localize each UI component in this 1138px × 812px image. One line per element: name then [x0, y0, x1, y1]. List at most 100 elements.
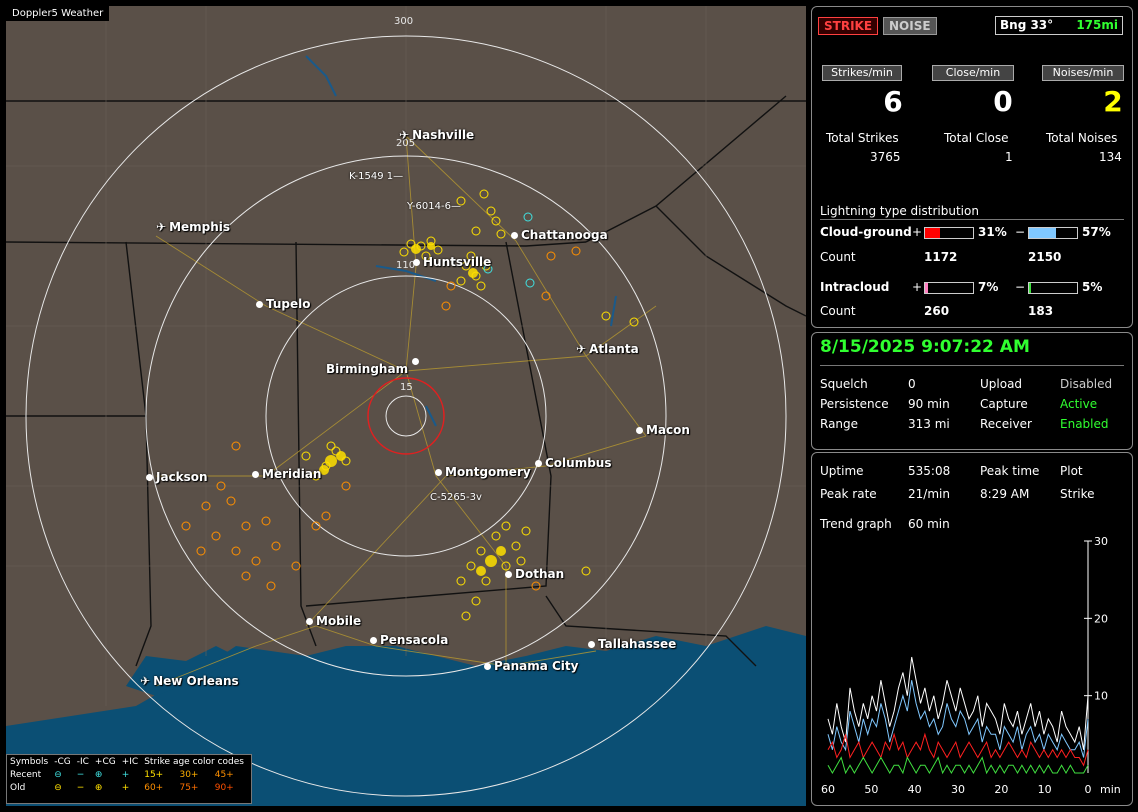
legend-header: +CG [94, 756, 116, 767]
bearing-readout: Bng 33° 175mi [995, 16, 1123, 35]
distance-value: 175mi [1076, 18, 1118, 32]
city-birmingham: Birmingham [326, 358, 422, 376]
city-macon: Macon [636, 423, 690, 437]
x-axis-label: min [1100, 783, 1121, 796]
storm-label: K-1549 1— [349, 171, 404, 182]
persistence-label: Persistence [820, 397, 889, 411]
x-tick-label: 20 [994, 783, 1008, 796]
ic-negative-bar [1028, 282, 1078, 294]
bar-fill [925, 283, 929, 293]
cg-count-label: Count [820, 250, 856, 264]
total-noises-label: Total Noises [1046, 131, 1118, 145]
upload-label: Upload [980, 377, 1023, 391]
minus-sign: − [1015, 280, 1026, 294]
city-tupelo: Tupelo [256, 297, 311, 311]
receiver-value: Enabled [1060, 417, 1109, 431]
x-tick-label: 60 [821, 783, 835, 796]
minus-sign: − [1015, 225, 1026, 239]
ic-negative-count: 183 [1028, 304, 1054, 318]
total-strikes-label: Total Strikes [826, 131, 899, 145]
city-jackson: Jackson [146, 470, 208, 484]
symbol-legend: Symbols -CG -IC +CG +IC Strike age color… [6, 754, 252, 804]
trend-series-line [827, 656, 1089, 750]
squelch-value: 0 [908, 377, 916, 391]
city-atlanta: ✈ Atlanta [576, 342, 639, 356]
legend-old-label: Old [10, 782, 26, 793]
close-rate: 0 [993, 85, 1013, 118]
ic-positive-bar [924, 282, 974, 294]
plot-label: Plot [1060, 464, 1083, 478]
total-close-label: Total Close [944, 131, 1009, 145]
divider [820, 219, 1124, 220]
trend-series-line [827, 732, 1089, 767]
bar-fill [1029, 283, 1032, 293]
city-dothan: Dothan [505, 567, 564, 581]
city-huntsville: Huntsville [413, 255, 491, 269]
city-dot-icon [146, 474, 153, 481]
lightning-map[interactable]: Doppler5 Weather 300 205 110 15 ✈ Nashvil… [6, 6, 806, 806]
app-title: Doppler5 Weather [6, 6, 110, 21]
city-dot-icon [412, 358, 420, 365]
status-panel: 8/15/2025 9:07:22 AM Squelch 0 Upload Di… [811, 332, 1133, 450]
city-panama-city: Panama City [484, 659, 578, 673]
strikes-rate: 6 [883, 85, 903, 118]
city-dot-icon [306, 618, 313, 625]
uptime-label: Uptime [820, 464, 864, 478]
strikes-rate-header: Strikes/min [822, 65, 902, 81]
city-dot-icon [535, 460, 542, 467]
total-noises: 134 [1099, 150, 1122, 164]
neg-ic-icon: − [76, 769, 85, 780]
plot-value[interactable]: Strike [1060, 487, 1095, 501]
range-ring-label: 15 [400, 382, 413, 393]
trend-series-line [827, 756, 1089, 775]
strike-markers [181, 189, 639, 621]
x-tick-label: 10 [1038, 783, 1052, 796]
range-ring-label: 205 [396, 138, 416, 149]
city-new-orleans: ✈ New Orleans [140, 674, 239, 688]
cg-positive-pct: 31% [978, 225, 1007, 239]
pos-cg-icon: ⊕ [94, 769, 103, 780]
storm-label: C-5265-3v [430, 492, 482, 503]
uptime-value: 535:08 [908, 464, 951, 478]
bar-fill [925, 228, 940, 238]
pos-cg-icon: ⊕ [94, 782, 103, 793]
pos-ic-icon: + [121, 769, 130, 780]
range-value: 313 mi [908, 417, 950, 431]
trend-series-line [827, 680, 1089, 758]
city-montgomery: Montgomery [435, 465, 531, 479]
ic-count-label: Count [820, 304, 856, 318]
age-code: 90+ [214, 782, 234, 793]
persistence-value: 90 min [908, 397, 950, 411]
age-code: 75+ [179, 782, 199, 793]
x-tick-label: 40 [908, 783, 922, 796]
age-code: 60+ [144, 782, 164, 793]
divider [820, 365, 1124, 366]
bearing-value: Bng 33° [1000, 18, 1054, 32]
capture-label: Capture [980, 397, 1028, 411]
y-tick-label: 20 [1094, 612, 1108, 625]
distribution-title: Lightning type distribution [820, 204, 979, 218]
bar-fill [1029, 228, 1057, 238]
squelch-label: Squelch [820, 377, 868, 391]
legend-header: +IC [121, 756, 139, 767]
city-dot-icon [370, 637, 377, 644]
y-tick-label: 10 [1094, 690, 1108, 703]
cloud-ground-label: Cloud-ground [820, 225, 912, 239]
age-code: 45+ [214, 769, 234, 780]
map-background [6, 6, 806, 806]
cg-positive-bar [924, 227, 974, 239]
city-columbus: Columbus [535, 456, 612, 470]
receiver-label: Receiver [980, 417, 1032, 431]
trend-window-value: 60 min [908, 517, 950, 531]
cg-positive-count: 1172 [924, 250, 958, 264]
range-ring-label: 110 [396, 260, 416, 271]
x-tick-label: 30 [951, 783, 965, 796]
storm-label: Y-6014-6— [407, 201, 461, 212]
stats-panel: Uptime 535:08 Peak time Plot Peak rate 2… [811, 452, 1133, 806]
legend-header: -CG [54, 756, 71, 767]
cg-negative-pct: 57% [1082, 225, 1111, 239]
peak-time-label: Peak time [980, 464, 1040, 478]
noise-button[interactable]: NOISE [883, 17, 937, 35]
noises-rate: 2 [1103, 85, 1123, 118]
strike-button[interactable]: STRIKE [818, 17, 879, 35]
